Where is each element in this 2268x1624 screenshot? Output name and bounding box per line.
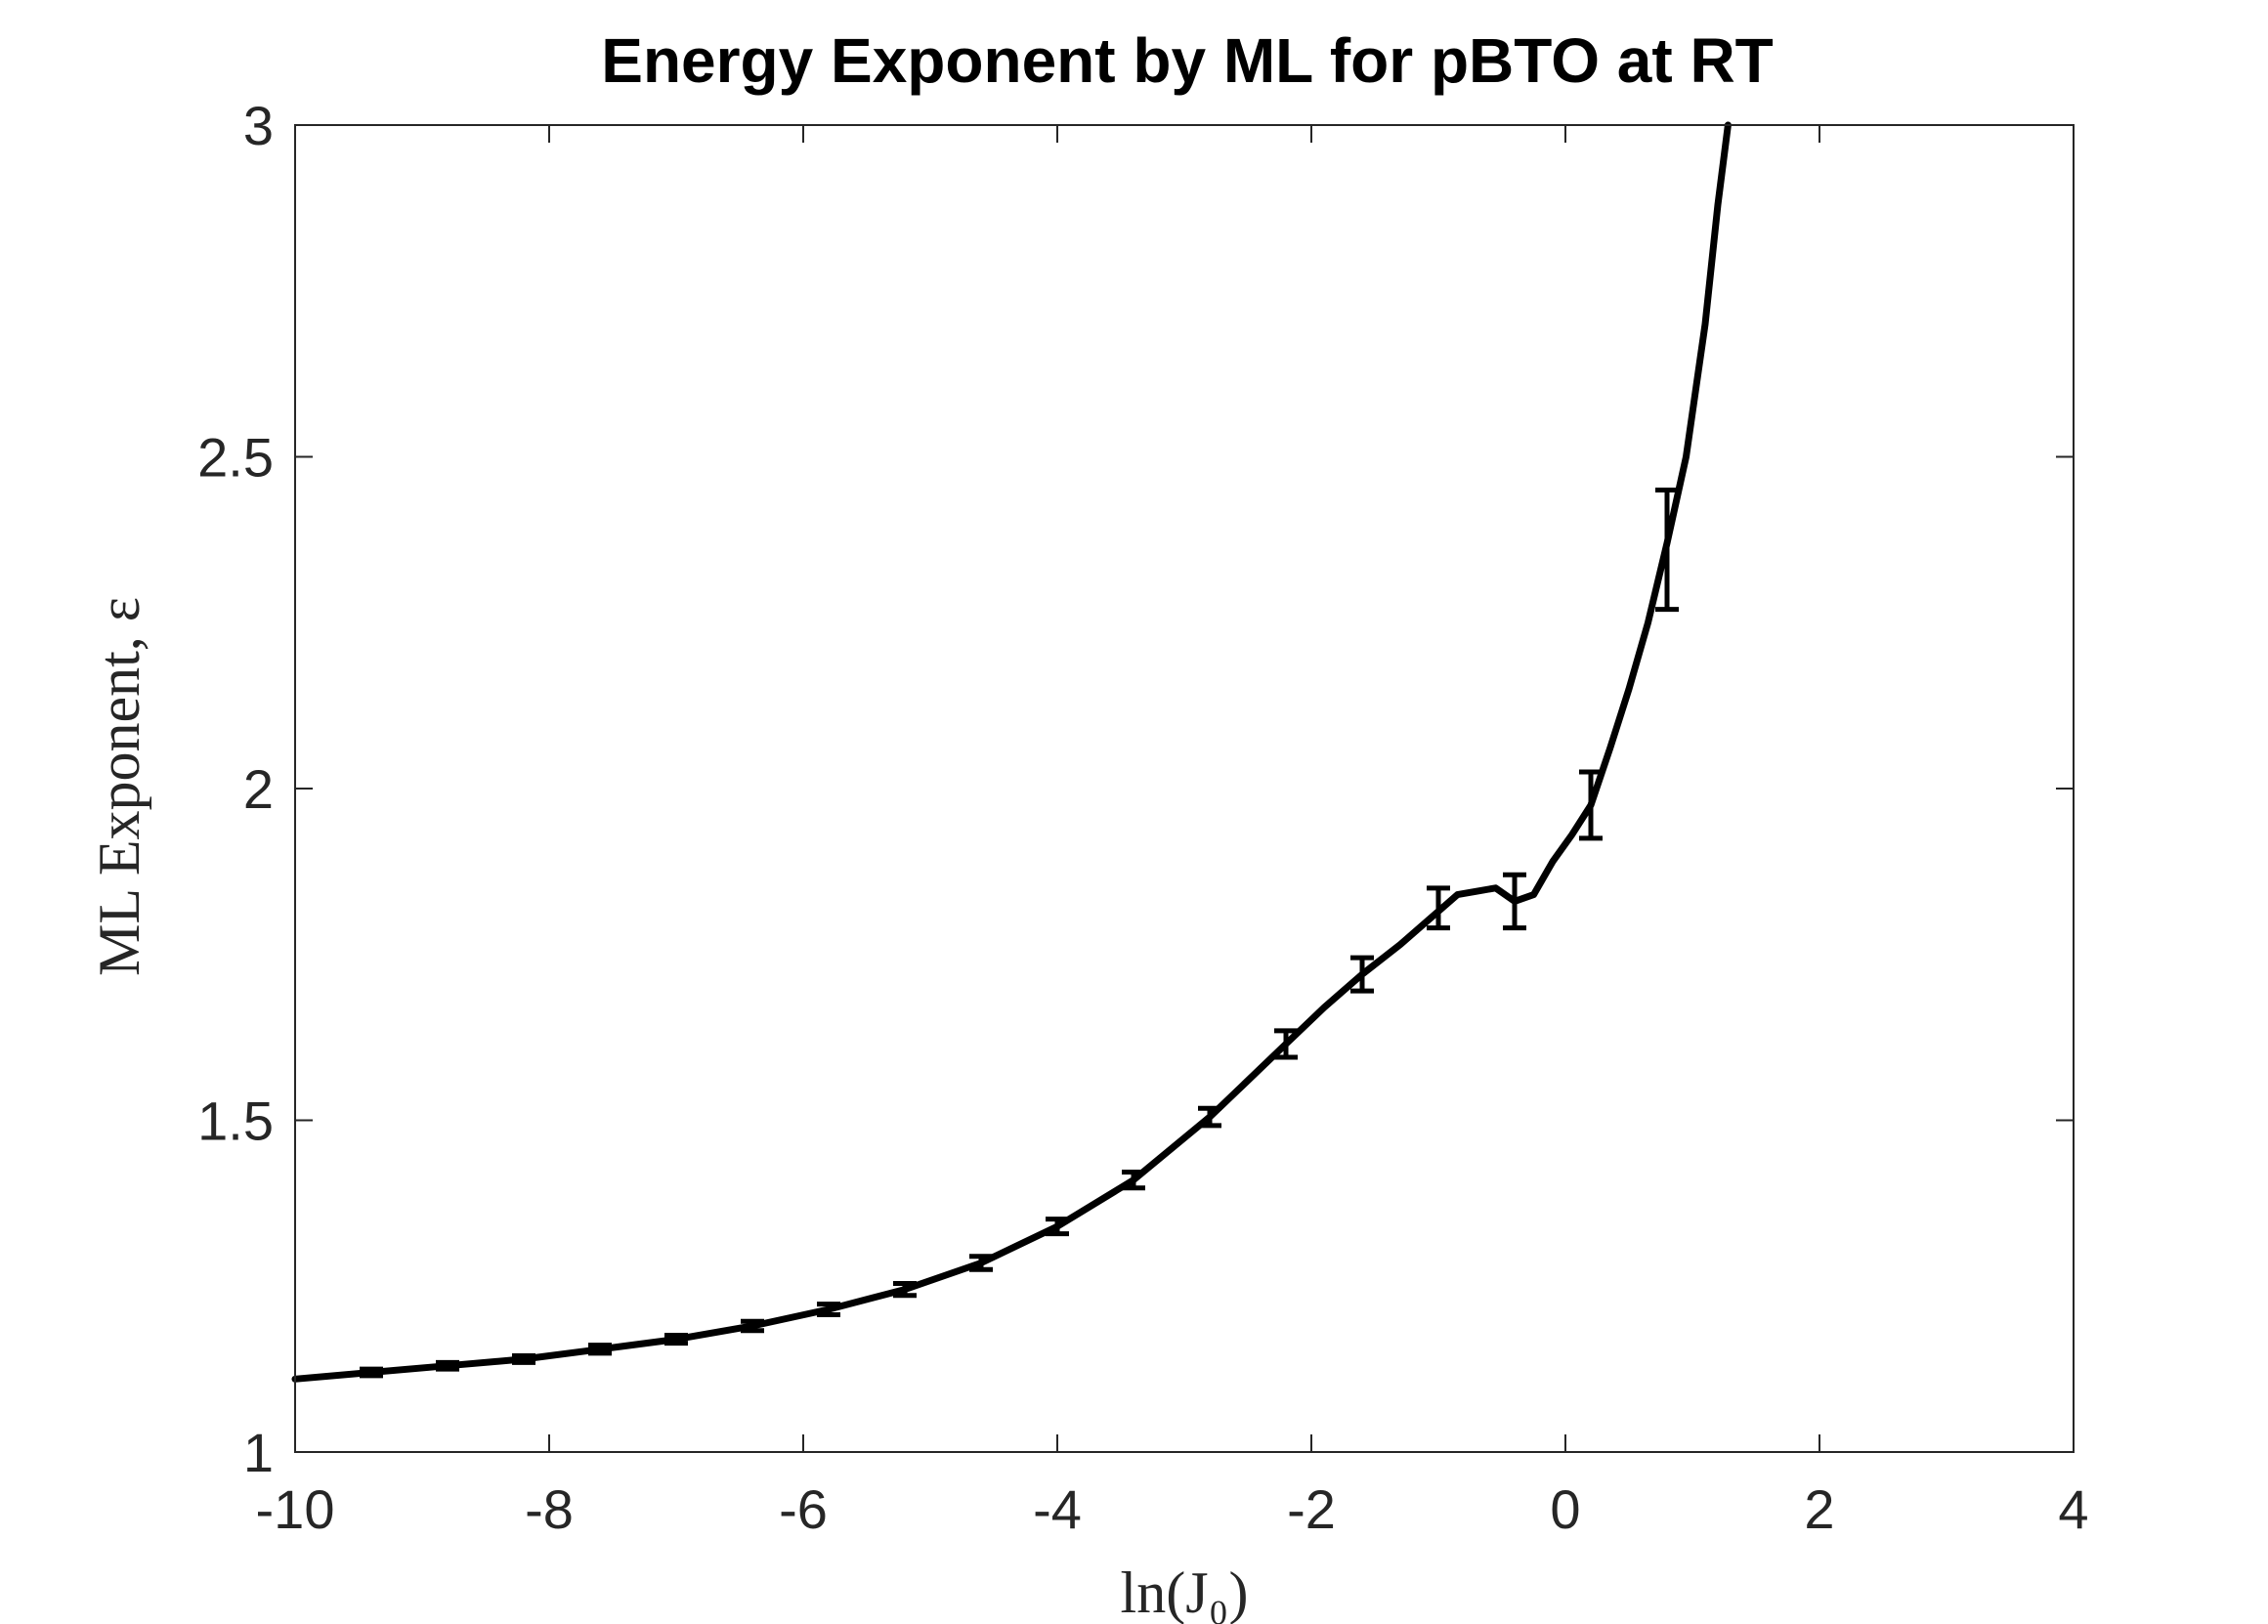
error-bars: [360, 487, 1679, 1379]
error-bar: [893, 1281, 917, 1299]
x-tick-label: 0: [1550, 1478, 1580, 1540]
plot-box: [294, 124, 2075, 1453]
error-bar: [360, 1366, 383, 1379]
y-tick-label: 2.5: [197, 427, 274, 489]
error-bar: [1427, 885, 1450, 931]
error-bar: [1274, 1028, 1298, 1060]
error-bar: [512, 1353, 535, 1365]
error-bar: [1122, 1169, 1145, 1191]
x-tick-label: -2: [1287, 1478, 1336, 1540]
error-bar: [817, 1302, 840, 1317]
x-tick-label: 4: [2058, 1478, 2088, 1540]
error-bar: [1579, 769, 1603, 841]
error-bar: [741, 1318, 764, 1334]
x-tick-label: -6: [779, 1478, 828, 1540]
x-tick-label: -10: [256, 1478, 335, 1540]
error-bar: [588, 1343, 612, 1356]
error-bar: [1198, 1105, 1221, 1129]
chart-title: Energy Exponent by ML for pBTO at RT: [601, 25, 1774, 96]
error-bar: [1503, 872, 1526, 931]
y-tick-label: 2: [243, 758, 274, 820]
y-tick-label: 3: [243, 95, 274, 156]
x-tick-label: -4: [1033, 1478, 1082, 1540]
error-bar: [1655, 487, 1679, 613]
x-tick-label: 2: [1804, 1478, 1834, 1540]
error-bar: [664, 1332, 688, 1346]
y-tick-label: 1: [243, 1422, 274, 1483]
x-axis-label: ln(J₀): [1121, 1560, 1249, 1624]
plot-area: [295, 125, 2074, 1452]
y-tick-labels: 1 1.5 2 2.5 3: [197, 95, 274, 1483]
x-tick-label: -8: [525, 1478, 574, 1540]
series-line: [291, 121, 1732, 1383]
x-tick-labels: -10 -8 -6 -4 -2 0 2 4: [256, 1478, 2089, 1540]
y-tick-label: 1.5: [197, 1090, 274, 1152]
error-bar: [1046, 1217, 1069, 1237]
y-axis-label: ML Exponent, ε: [87, 597, 151, 976]
error-bar: [436, 1359, 459, 1372]
error-bar: [1350, 955, 1374, 994]
error-bar: [969, 1254, 993, 1272]
